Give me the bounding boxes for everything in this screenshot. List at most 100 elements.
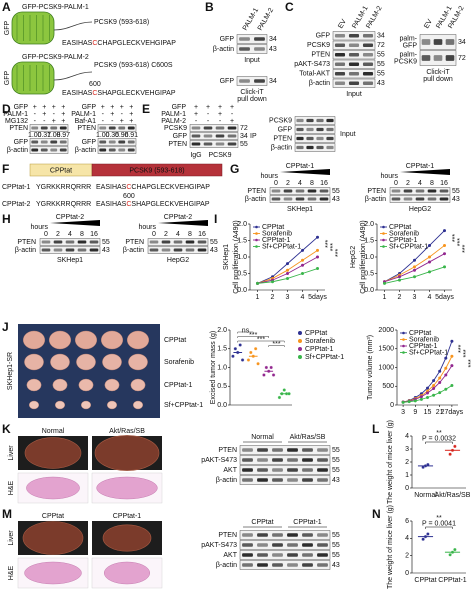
group-label: Sorafenib <box>164 359 194 366</box>
sequence-part: EASIHAS <box>62 40 93 47</box>
mw-marker: 43 <box>332 477 340 484</box>
band <box>40 126 48 130</box>
row-label: GFP <box>403 42 418 49</box>
group-label: Sf+CPPtat-1 <box>164 402 203 409</box>
row-label: PTEN <box>168 141 187 148</box>
legend-label: Sorafenib <box>389 230 419 237</box>
condition-sign: + <box>110 111 114 118</box>
legend-marker <box>298 347 302 351</box>
group-label: CPPtat-1 <box>164 382 193 389</box>
mw-marker: 72 <box>458 55 466 62</box>
tumor <box>78 378 94 392</box>
panel-label: J <box>2 320 9 334</box>
significance: *** <box>335 249 342 257</box>
significance: *** <box>249 332 257 339</box>
band <box>316 145 324 150</box>
band <box>348 62 360 66</box>
x-tick-label: 3 <box>413 294 417 301</box>
mw-marker: 55 <box>240 141 248 148</box>
row-label: PTEN <box>273 135 292 142</box>
y-tick-label: 0.5 <box>364 270 374 277</box>
y-tick-label: 1.5 <box>364 237 374 244</box>
time-label: hours <box>30 224 48 231</box>
condition-sign: - <box>219 118 222 125</box>
band <box>242 533 253 537</box>
blot-strip <box>236 44 268 54</box>
hour-label: 8 <box>430 180 434 187</box>
legend-label: Sf+CPPtat-1 <box>305 354 344 361</box>
band <box>296 145 304 150</box>
row-label: AKT <box>223 467 237 474</box>
tumor <box>106 400 117 410</box>
hour-label: 16 <box>440 180 448 187</box>
peptide-name: CPPtat-2 <box>2 201 31 208</box>
time-label: hours <box>138 224 156 231</box>
condition-sign: - <box>195 118 198 125</box>
data-point <box>286 276 289 280</box>
data-point <box>443 252 446 256</box>
data-point <box>249 350 253 355</box>
band <box>227 134 237 138</box>
data-point <box>256 361 260 366</box>
band <box>272 468 283 472</box>
hour-label: 0 <box>274 180 278 187</box>
series-line <box>403 356 453 403</box>
time-wedge <box>50 220 100 226</box>
row-label: β-actin <box>271 144 292 151</box>
tissue-label: H&E <box>8 480 15 495</box>
band <box>317 468 328 472</box>
band <box>77 248 87 252</box>
band <box>31 140 39 144</box>
p-value: P = 0.0032 <box>422 435 456 442</box>
group-label: CPPtat-1 <box>113 513 142 520</box>
tumor <box>49 330 72 350</box>
tumor <box>55 400 66 410</box>
significance: *** <box>457 238 464 246</box>
band <box>334 62 346 66</box>
data-point <box>426 396 429 399</box>
condition-sign: - <box>53 111 56 118</box>
mw-marker: 43 <box>269 46 277 53</box>
band <box>161 248 171 252</box>
hour-label: 4 <box>418 180 422 187</box>
band <box>242 563 253 567</box>
band <box>334 53 346 57</box>
band <box>65 248 75 252</box>
band <box>348 34 360 38</box>
y-tick-label: 0 <box>405 570 409 577</box>
cell-line: SKHep1 <box>57 257 83 264</box>
data-point <box>398 275 401 279</box>
band <box>191 134 201 138</box>
tumor <box>100 330 123 350</box>
y-tick-label: 2000 <box>378 327 394 334</box>
condition-sign: - <box>231 111 234 118</box>
band <box>59 148 67 152</box>
band <box>334 43 346 47</box>
quantification: 1.00 <box>28 132 42 139</box>
band <box>348 81 360 85</box>
significance: *** <box>272 341 280 348</box>
blot-strip <box>97 146 137 154</box>
linker <box>53 71 93 81</box>
peptide-name: CPPtat-1 <box>2 184 31 191</box>
blot-caption: IP <box>250 133 257 140</box>
condition-label: PALM-1 <box>71 111 96 118</box>
tumor <box>128 353 148 371</box>
linker <box>53 21 93 31</box>
data-point <box>246 358 251 362</box>
band <box>317 478 328 482</box>
data-point <box>233 346 238 351</box>
y-tick-label: 4 <box>405 535 409 542</box>
mw-marker: 55 <box>452 188 460 195</box>
hour-label: 8 <box>310 180 314 187</box>
condition-sign: + <box>129 118 133 125</box>
blot-strip <box>239 455 331 465</box>
significance: *** <box>468 359 474 367</box>
data-point <box>448 553 452 557</box>
band <box>319 197 329 201</box>
he-section <box>24 561 82 585</box>
sequence: EASIHASCCHAPGLECKVEHGIPAP <box>62 40 176 47</box>
legend-marker <box>382 225 385 229</box>
band <box>403 197 413 201</box>
row-label: GFP <box>316 33 331 40</box>
